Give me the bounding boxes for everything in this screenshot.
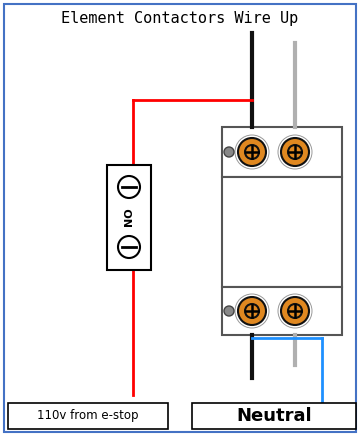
Bar: [192, 403, 356, 429]
Text: Element Contactors Wire Up: Element Contactors Wire Up: [61, 10, 299, 25]
Circle shape: [281, 138, 309, 166]
Text: NO: NO: [124, 208, 134, 226]
Circle shape: [235, 294, 269, 328]
Circle shape: [235, 135, 269, 169]
Circle shape: [224, 306, 234, 316]
Circle shape: [278, 135, 312, 169]
Circle shape: [288, 145, 302, 159]
Bar: [222, 287, 342, 335]
Circle shape: [118, 176, 140, 198]
Circle shape: [224, 147, 234, 157]
Circle shape: [281, 297, 309, 325]
Bar: [222, 127, 342, 177]
Circle shape: [278, 294, 312, 328]
Circle shape: [238, 297, 266, 325]
Text: Neutral: Neutral: [236, 407, 312, 425]
Circle shape: [238, 138, 266, 166]
Text: 110v from e-stop: 110v from e-stop: [37, 409, 139, 422]
Bar: [8, 403, 168, 429]
Bar: [107, 165, 151, 270]
Circle shape: [245, 304, 259, 318]
Circle shape: [118, 236, 140, 258]
Circle shape: [288, 304, 302, 318]
Circle shape: [245, 145, 259, 159]
Bar: [222, 177, 342, 287]
